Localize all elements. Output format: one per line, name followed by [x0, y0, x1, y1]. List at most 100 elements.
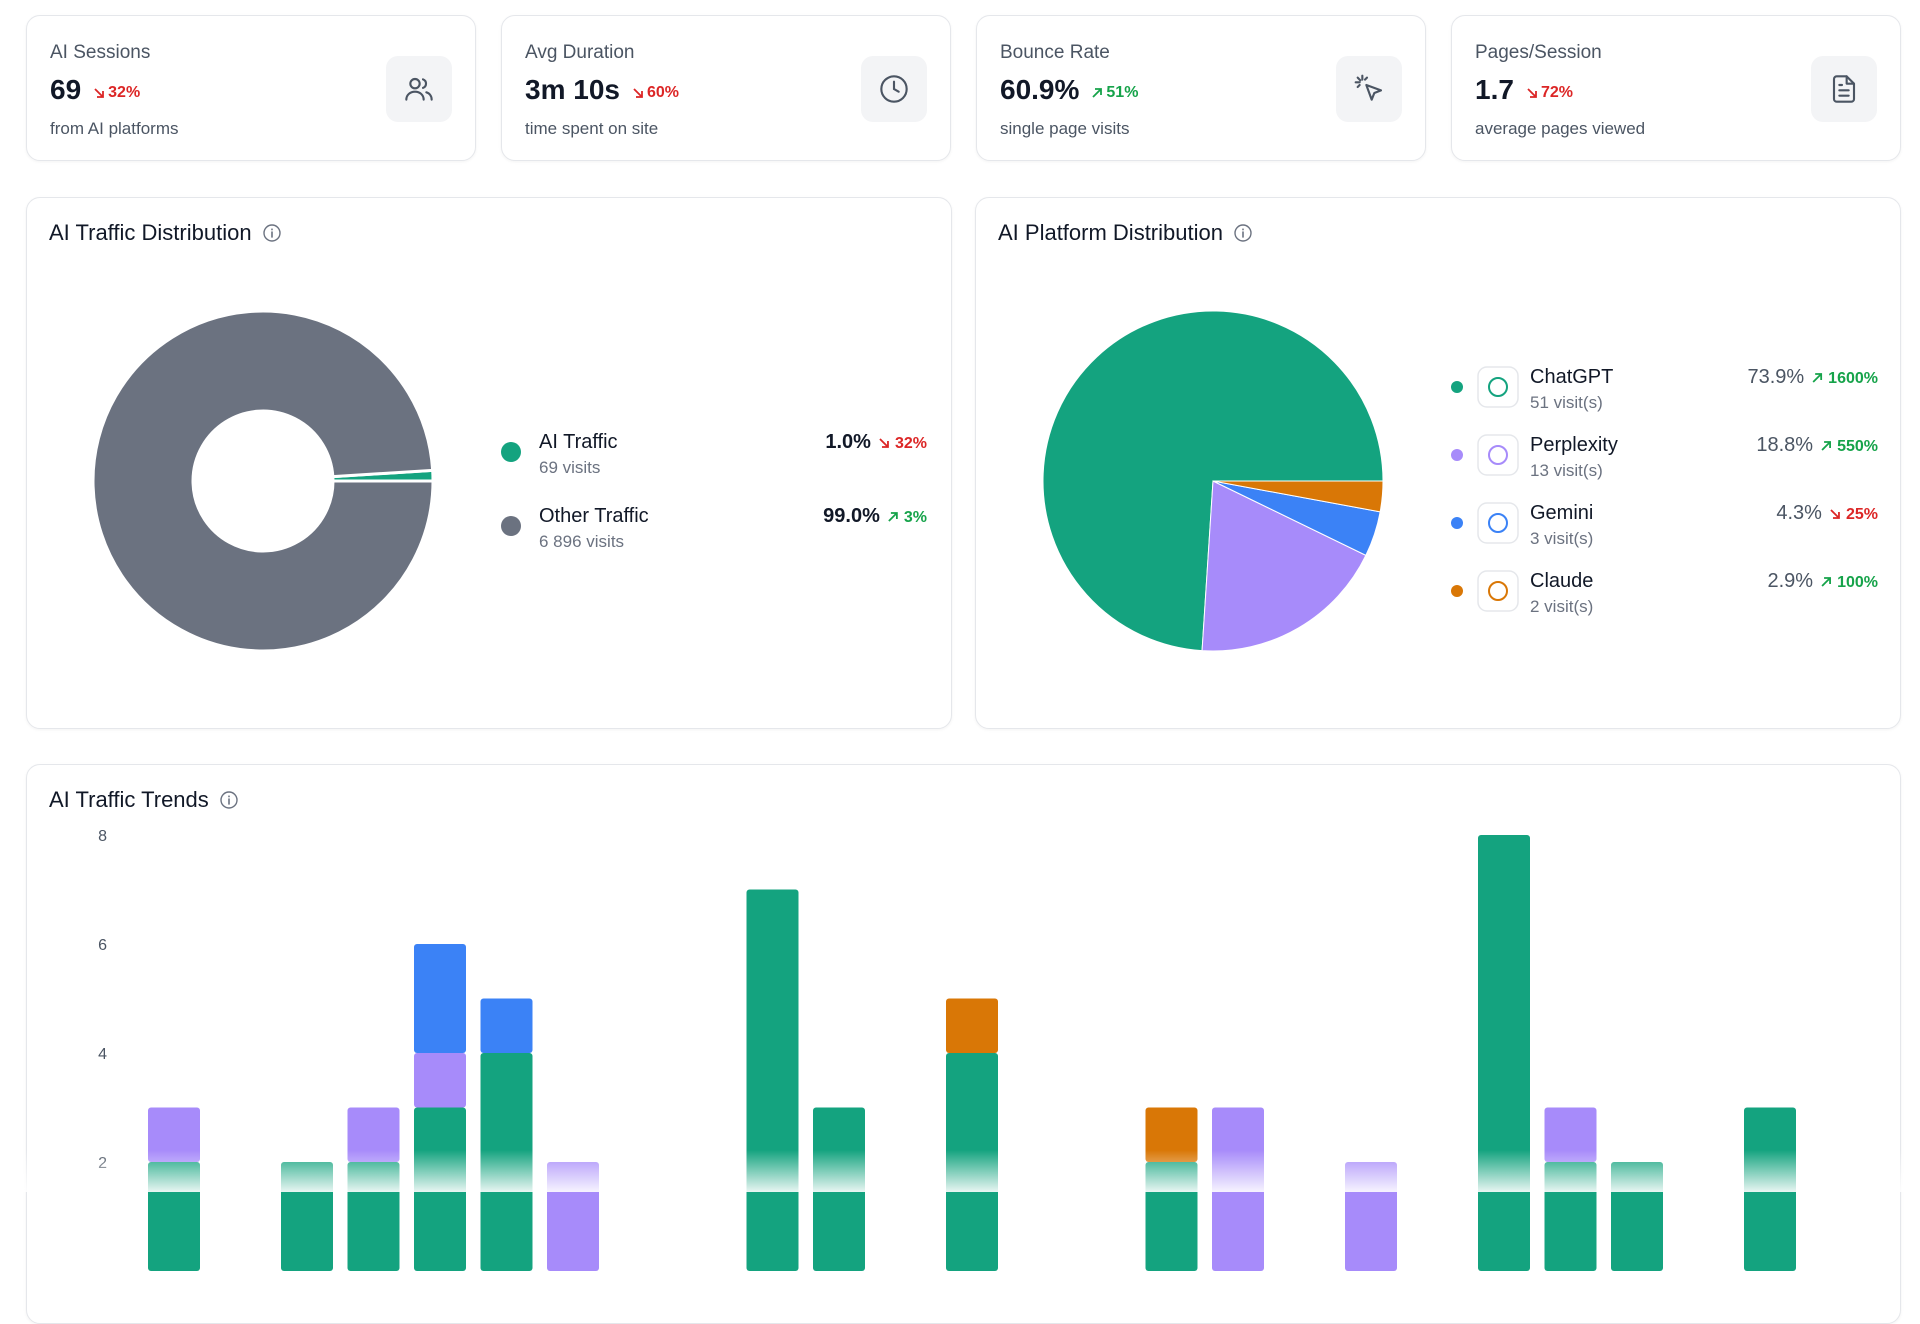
- chart-title: AI Traffic Trends: [49, 787, 239, 813]
- kpi-value: 69: [50, 74, 82, 105]
- legend-detail: 51 visit(s): [1530, 393, 1603, 412]
- trend-arrow: [888, 512, 898, 522]
- chart-title-text: AI Traffic Trends: [49, 787, 209, 812]
- platform-icon: [1488, 581, 1508, 601]
- chart: AI Traffic 69 visits 32% 1.0% Other Traffic 6…: [91, 309, 927, 653]
- legend-detail: 2 visit(s): [1530, 597, 1593, 616]
- kpi-change: 72%: [1526, 84, 1573, 102]
- legend-value: 18.8%: [1756, 434, 1813, 456]
- slice: [1212, 480, 1384, 513]
- kpi-change: 51%: [1091, 84, 1138, 102]
- kpi-value: 1.7: [1475, 74, 1514, 105]
- legend-dot: [501, 516, 521, 536]
- platform-icon: [1488, 445, 1508, 465]
- chart-card: AI Traffic Trends2468: [26, 764, 1901, 1324]
- legend-dot: [1451, 517, 1463, 529]
- chart-title-text: AI Traffic Distribution: [49, 220, 252, 245]
- legend-dot: [1451, 381, 1463, 393]
- trend-arrow-path: [879, 438, 889, 448]
- kpi-change-text: 60%: [646, 84, 679, 101]
- slice: [91, 309, 435, 653]
- kpi-change-text: 51%: [1106, 84, 1139, 101]
- info-icon: [1234, 224, 1252, 242]
- bar-segment: [414, 1053, 466, 1108]
- platform-icon-box: [1477, 502, 1519, 544]
- platform-icon: [1488, 513, 1508, 533]
- info-icon: [262, 224, 281, 242]
- legend-detail: 6 896 visits: [539, 532, 624, 551]
- trend-arrow: [1527, 88, 1537, 98]
- trend-arrow: [94, 88, 105, 98]
- trend-arrow: [1830, 509, 1840, 519]
- legend-value: 73.9%: [1747, 366, 1804, 388]
- kpi-label: Bounce Rate: [1000, 42, 1110, 63]
- trend-arrow-path: [1821, 441, 1831, 451]
- legend-change: 32%: [895, 435, 927, 452]
- y-tick-label: 4: [98, 1046, 107, 1063]
- legend-value: 4.3%: [1776, 502, 1822, 524]
- legend-detail: 13 visit(s): [1530, 461, 1603, 480]
- legend-detail: 69 visits: [539, 458, 600, 477]
- kpi-change-text: 32%: [108, 84, 141, 101]
- platform-icon: [1488, 377, 1508, 397]
- kpi-change: 32%: [93, 84, 140, 102]
- legend-dot: [501, 442, 521, 462]
- kpi-value: 60.9%: [1000, 74, 1080, 105]
- trend-arrow-path: [1812, 373, 1823, 383]
- chart-card: AI Platform Distribution ChatGPT 51 visit(…: [975, 197, 1901, 729]
- trend-arrow-path: [1830, 509, 1840, 519]
- kpi-icon: [386, 56, 452, 122]
- kpi-label: Pages/Session: [1475, 42, 1602, 63]
- kpi-caption: single page visits: [1000, 119, 1130, 138]
- info-icon: [220, 791, 238, 809]
- trend-arrow: [879, 438, 889, 448]
- legend-change: 25%: [1846, 506, 1878, 523]
- kpi-icon: [1336, 56, 1402, 122]
- legend-value: 99.0%: [823, 505, 880, 527]
- kpi-card: Pages/Session 1.7 72% average pages viewe…: [1451, 15, 1901, 161]
- platform-icon-box: [1477, 366, 1519, 408]
- bar-segment: [746, 889, 799, 1271]
- trend-arrow: [1092, 88, 1103, 98]
- kpi-caption: from AI platforms: [50, 119, 179, 138]
- chart: 2468: [98, 828, 1796, 1271]
- legend-change: 100%: [1837, 574, 1878, 591]
- info-circle: [1234, 224, 1252, 242]
- trend-arrow-path: [888, 512, 898, 522]
- bar-segment: [946, 998, 998, 1053]
- kpi-caption: time spent on site: [525, 119, 659, 138]
- chart: ChatGPT 51 visit(s) 1600% 73.9% Perplexity 13…: [1042, 310, 1878, 652]
- platform-icon-box: [1477, 434, 1519, 476]
- bar-segment: [347, 1107, 400, 1162]
- legend-change: 3%: [904, 509, 927, 526]
- legend-dot: [1451, 585, 1463, 597]
- legend-name: ChatGPT: [1530, 366, 1613, 388]
- legend-name: Claude: [1530, 570, 1593, 592]
- y-tick-label: 6: [98, 937, 107, 954]
- bar-segment: [148, 1107, 200, 1162]
- trend-arrow-path: [1821, 577, 1831, 587]
- trend-arrow: [1821, 441, 1831, 451]
- legend-change: 550%: [1837, 438, 1878, 455]
- bar-segment: [480, 998, 533, 1053]
- page: AI Sessions 69 32% from AI platforms Avg …: [0, 15, 1920, 1324]
- kpi-card: Avg Duration 3m 10s 60% time spent on sit…: [501, 15, 951, 161]
- kpi-card: AI Sessions 69 32% from AI platforms: [26, 15, 476, 161]
- slice: [1201, 480, 1367, 652]
- trend-arrow: [1812, 373, 1823, 383]
- legend-name: Gemini: [1530, 502, 1593, 524]
- y-tick-label: 8: [98, 828, 107, 845]
- bar-segment: [1544, 1107, 1597, 1162]
- kpi-caption: average pages viewed: [1475, 119, 1646, 138]
- chart-title: AI Traffic Distribution: [49, 220, 282, 246]
- legend-detail: 3 visit(s): [1530, 529, 1593, 548]
- bar-segment: [1478, 835, 1530, 1271]
- chart-title-text: AI Platform Distribution: [998, 220, 1223, 245]
- kpi-icon: [1811, 56, 1877, 122]
- kpi-change-text: 72%: [1540, 84, 1573, 101]
- trend-arrow: [633, 88, 643, 98]
- kpi-value: 3m 10s: [525, 74, 620, 105]
- chart-title: AI Platform Distribution: [998, 220, 1253, 246]
- scroll-fade: [0, 1150, 1920, 1192]
- kpi-change: 60%: [632, 84, 679, 102]
